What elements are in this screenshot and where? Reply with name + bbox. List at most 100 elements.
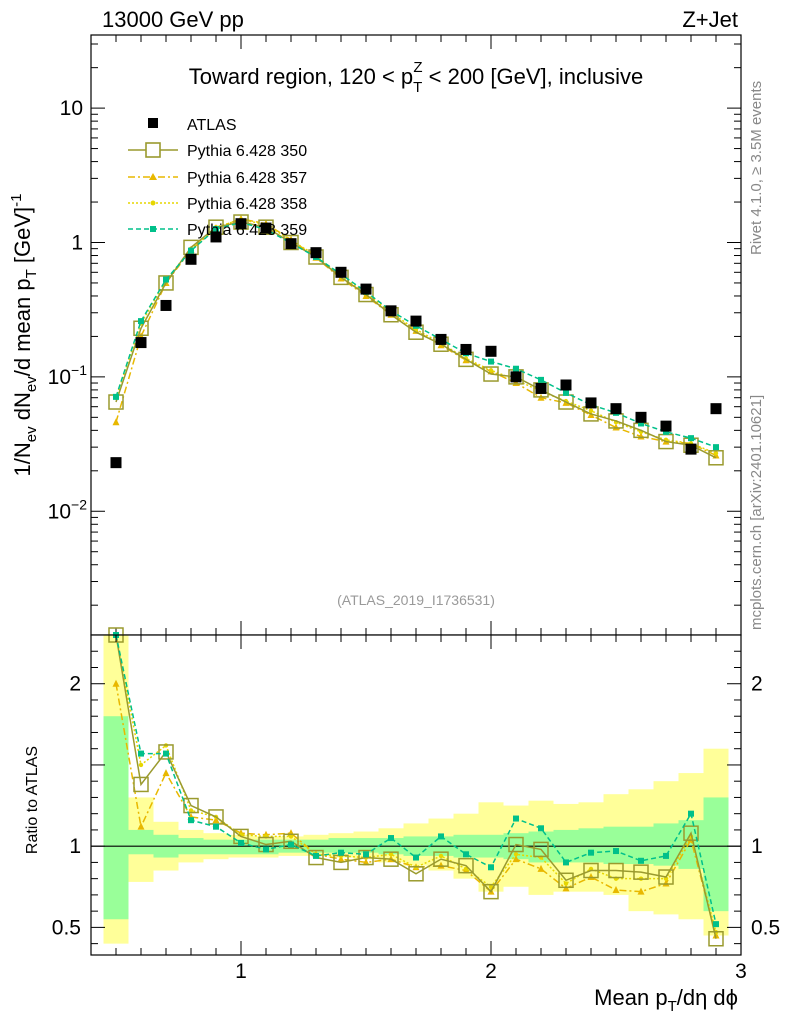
ratio-series-350-marker: [608, 862, 624, 879]
data-point-atlas: [235, 218, 247, 230]
ratio-band-inner: [353, 838, 379, 853]
ratio-series-358-marker: [488, 884, 494, 889]
ratio-x-tick-label: 3: [735, 960, 747, 983]
header-left: 13000 GeV pp: [102, 7, 244, 32]
legend-entry-350: Pythia 6.428 350: [128, 142, 307, 160]
ratio-band-inner: [578, 828, 604, 863]
ratio-series-358-marker: [138, 762, 144, 768]
ratio-band-inner: [653, 823, 679, 866]
ratio-series-357-marker: [612, 886, 620, 894]
ratio-series-358-marker: [288, 834, 294, 839]
ratio-series-359-marker: [613, 848, 619, 855]
data-point-atlas: [435, 333, 447, 345]
ratio-series-350-marker: [158, 744, 174, 760]
legend-entry-359: Pythia 6.428 359: [128, 222, 307, 239]
ratio-series-359-marker: [663, 852, 669, 859]
data-point-atlas: [460, 343, 472, 355]
ratio-band-inner: [103, 716, 129, 920]
main-series-359-marker: [663, 428, 669, 435]
analysis-watermark: (ATLAS_2019_I1736531): [337, 592, 495, 608]
ratio-series-359-marker: [163, 750, 169, 757]
legend-marker-359: [150, 226, 156, 232]
main-series-359-marker: [713, 444, 719, 451]
ratio-series-350-marker: [583, 862, 599, 879]
data-point-atlas: [335, 266, 347, 278]
ratio-series-359-marker: [413, 854, 419, 861]
ratio-series-357-marker: [212, 816, 220, 824]
ratio-plot-panel: 2 2 1 1 0.5 0.5 1 2 3 Ratio to ATLAS: [24, 627, 780, 983]
main-series-359-marker: [688, 435, 694, 442]
ratio-series-359-marker: [188, 817, 194, 824]
ratio-y-ticks: 2 2 1 1 0.5 0.5: [52, 650, 780, 945]
data-point-atlas: [485, 345, 497, 357]
main-series-359-marker: [538, 376, 544, 383]
ratio-series-358-marker: [563, 881, 569, 886]
data-point-atlas: [285, 238, 297, 250]
data-point-atlas: [510, 371, 522, 383]
ratio-series-359-marker: [463, 851, 469, 858]
ratio-series-359-marker: [563, 859, 569, 866]
main-y-tick-label: 10−2: [48, 496, 88, 523]
ratio-series-350-marker: [358, 849, 374, 866]
main-y-tick-label: 1: [71, 231, 83, 254]
ratio-series-350-marker: [508, 836, 524, 853]
data-point-atlas: [660, 420, 672, 432]
ratio-series-350-marker: [683, 825, 699, 841]
main-series-350-marker: [533, 382, 549, 398]
ratio-series-358-marker: [438, 853, 444, 859]
main-series-350-marker: [158, 275, 174, 291]
ratio-series-359-marker: [388, 835, 394, 842]
ratio-series-359-marker: [263, 846, 269, 853]
ratio-y-axis-label: Ratio to ATLAS: [24, 746, 41, 854]
data-point-atlas: [385, 305, 397, 317]
main-plot-background: [91, 35, 741, 635]
ratio-series-350-marker: [658, 869, 674, 885]
x-axis-label: Mean pT/dη dϕ: [594, 985, 738, 1015]
ratio-series-350-marker: [283, 833, 299, 850]
data-point-atlas: [160, 299, 172, 311]
ratio-series-350-marker: [558, 872, 574, 889]
main-series-359-marker: [138, 318, 144, 325]
main-series-359-marker: [638, 420, 644, 427]
data-point-atlas: [535, 382, 547, 394]
y-axis-label: 1/Nev dNev/d mean pT [GeV]-1: [8, 194, 40, 477]
ratio-series-359-marker: [688, 810, 694, 817]
ratio-series-358-marker: [513, 852, 519, 857]
side-label-top: Rivet 4.1.0, ≥ 3.5M events: [748, 81, 765, 255]
ratio-series-359-marker: [488, 864, 494, 871]
main-series-357-marker: [612, 423, 620, 431]
main-y-tick-label: 10−1: [48, 362, 88, 389]
data-point-atlas: [260, 222, 272, 234]
ratio-series-359-marker: [288, 841, 294, 848]
main-series-359-marker: [513, 365, 519, 372]
ratio-series-359-marker: [438, 833, 444, 840]
data-point-atlas: [710, 403, 722, 415]
main-series-359-marker: [163, 276, 169, 283]
ratio-series-350-marker: [133, 776, 149, 793]
data-point-atlas: [185, 253, 197, 265]
legend-marker-357: [149, 173, 157, 180]
ratio-band-inner: [128, 829, 154, 855]
main-series-357-marker: [112, 418, 120, 426]
ratio-series-359-marker: [363, 851, 369, 858]
ratio-series-357-marker: [712, 931, 720, 939]
data-point-atlas: [210, 231, 222, 243]
ratio-series-357-marker: [637, 887, 645, 895]
ratio-band-inner: [203, 839, 229, 855]
ratio-series-357-marker: [362, 858, 370, 866]
data-point-atlas: [110, 457, 122, 469]
ratio-series-350-marker: [433, 851, 449, 867]
ratio-band-inner: [703, 797, 729, 912]
ratio-series-350-marker: [183, 797, 199, 814]
ratio-series-350-line: [115, 634, 717, 939]
data-point-atlas: [410, 315, 422, 327]
ratio-series-359-marker: [588, 849, 594, 856]
legend-label-atlas: ATLAS: [187, 117, 237, 134]
ratio-series-358-marker: [388, 852, 394, 857]
ratio-series-350-marker: [408, 866, 424, 882]
ratio-y-tick-label-left: 2: [69, 673, 81, 696]
header-right: Z+Jet: [682, 7, 738, 32]
main-series-359-marker: [113, 393, 119, 400]
ratio-series-357-marker: [512, 855, 520, 863]
